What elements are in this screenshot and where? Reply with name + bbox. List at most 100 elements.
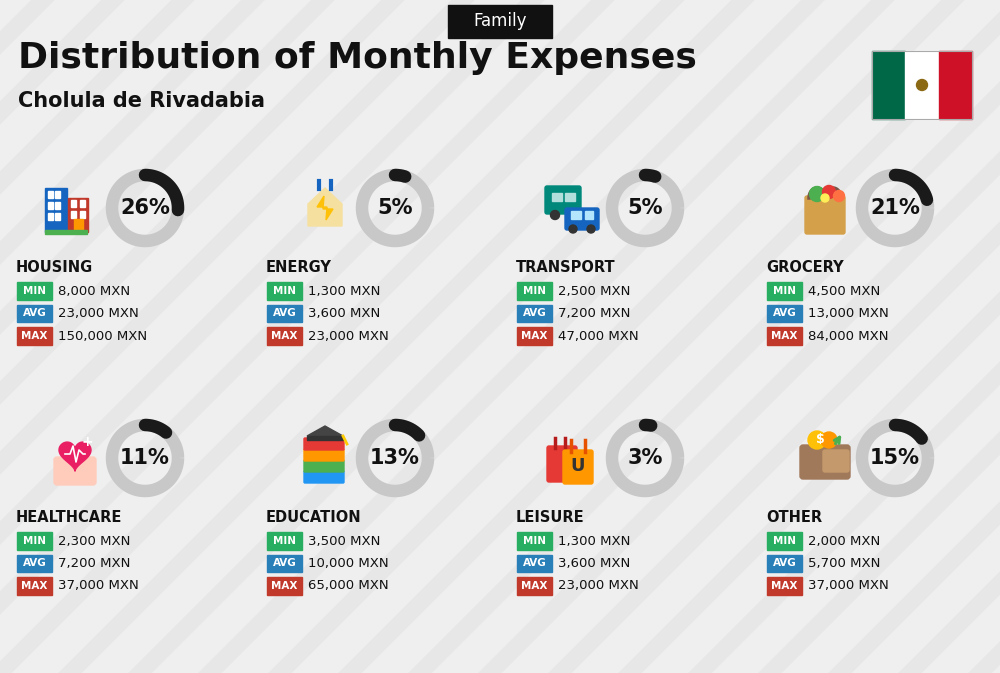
Polygon shape [308,188,342,226]
Text: 13,000 MXN: 13,000 MXN [808,307,889,320]
Text: AVG: AVG [23,308,46,318]
Text: 5%: 5% [377,198,413,218]
FancyBboxPatch shape [767,555,802,572]
FancyBboxPatch shape [17,283,52,299]
FancyBboxPatch shape [517,283,552,299]
Text: U: U [571,457,585,475]
Text: MIN: MIN [523,286,546,296]
Text: HOUSING: HOUSING [16,260,93,275]
Text: 13%: 13% [370,448,420,468]
Text: 15%: 15% [870,448,920,468]
Text: MIN: MIN [273,536,296,546]
Bar [45,188,67,232]
Text: MAX: MAX [21,331,48,341]
Bar [872,51,905,119]
Bar [71,200,76,207]
Polygon shape [317,196,333,220]
Text: 37,000 MXN: 37,000 MXN [58,579,139,592]
FancyBboxPatch shape [448,5,552,38]
Text: 47,000 MXN: 47,000 MXN [558,330,639,343]
Text: 26%: 26% [120,198,170,218]
FancyBboxPatch shape [545,186,581,214]
Circle shape [917,79,928,90]
Text: 37,000 MXN: 37,000 MXN [808,579,889,592]
Text: OTHER: OTHER [766,511,822,526]
FancyBboxPatch shape [767,577,802,594]
Circle shape [808,431,826,449]
FancyBboxPatch shape [17,532,52,550]
Bar [307,436,343,440]
Circle shape [550,211,560,219]
Circle shape [810,186,824,201]
Bar [80,200,85,207]
Text: MIN: MIN [773,536,796,546]
Text: MAX: MAX [521,331,548,341]
Text: MIN: MIN [273,286,296,296]
FancyBboxPatch shape [267,328,302,345]
Text: MAX: MAX [271,581,298,591]
Text: AVG: AVG [523,308,546,318]
FancyBboxPatch shape [563,450,593,484]
Text: 23,000 MXN: 23,000 MXN [308,330,389,343]
FancyBboxPatch shape [517,532,552,550]
Bar [74,219,83,232]
FancyBboxPatch shape [767,532,802,550]
FancyBboxPatch shape [517,577,552,594]
Circle shape [834,190,844,201]
Polygon shape [59,442,91,471]
Text: 84,000 MXN: 84,000 MXN [808,330,889,343]
FancyBboxPatch shape [17,555,52,572]
FancyBboxPatch shape [267,555,302,572]
Text: 2,300 MXN: 2,300 MXN [58,534,130,548]
Polygon shape [307,426,343,436]
Text: ENERGY: ENERGY [266,260,332,275]
Text: 1,300 MXN: 1,300 MXN [558,534,630,548]
Text: 5,700 MXN: 5,700 MXN [808,557,880,570]
FancyBboxPatch shape [54,457,96,485]
Text: 4,500 MXN: 4,500 MXN [808,285,880,297]
FancyBboxPatch shape [517,328,552,345]
FancyBboxPatch shape [517,555,552,572]
Text: MAX: MAX [771,581,798,591]
FancyBboxPatch shape [267,283,302,299]
Bar [872,51,972,119]
Text: 3,500 MXN: 3,500 MXN [308,534,380,548]
Bar [55,213,60,220]
FancyBboxPatch shape [805,196,845,234]
Bar [585,211,593,219]
Text: 10,000 MXN: 10,000 MXN [308,557,389,570]
Bar [905,51,939,119]
Text: MIN: MIN [23,536,46,546]
FancyBboxPatch shape [304,449,344,461]
Bar [939,51,972,119]
Text: 2,500 MXN: 2,500 MXN [558,285,630,297]
Text: 1,300 MXN: 1,300 MXN [308,285,380,297]
FancyBboxPatch shape [767,328,802,345]
Text: AVG: AVG [23,559,46,569]
Text: MAX: MAX [771,331,798,341]
FancyBboxPatch shape [565,208,599,230]
Text: AVG: AVG [773,559,796,569]
Text: MIN: MIN [523,536,546,546]
Text: 2,000 MXN: 2,000 MXN [808,534,880,548]
Text: 5%: 5% [627,198,663,218]
FancyBboxPatch shape [267,305,302,322]
Text: Cholula de Rivadabia: Cholula de Rivadabia [18,91,265,111]
Circle shape [821,194,829,202]
FancyBboxPatch shape [267,577,302,594]
Text: HEALTHCARE: HEALTHCARE [16,511,122,526]
Bar [48,202,53,209]
FancyBboxPatch shape [304,471,344,483]
FancyBboxPatch shape [517,305,552,322]
Text: +: + [81,435,93,449]
Bar [48,213,53,220]
Text: AVG: AVG [773,308,796,318]
Text: 23,000 MXN: 23,000 MXN [58,307,139,320]
FancyBboxPatch shape [304,460,344,472]
Circle shape [822,186,836,199]
Bar [45,230,87,234]
Text: Distribution of Monthly Expenses: Distribution of Monthly Expenses [18,41,697,75]
Bar [68,198,88,232]
FancyBboxPatch shape [17,577,52,594]
Text: MAX: MAX [21,581,48,591]
